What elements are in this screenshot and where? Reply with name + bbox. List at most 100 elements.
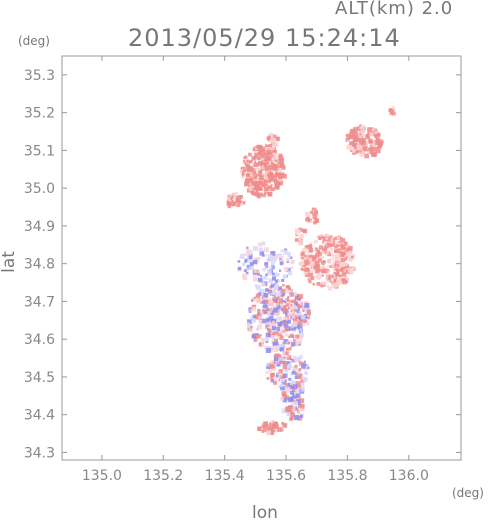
radar-cell	[337, 248, 343, 254]
radar-cell	[278, 379, 281, 382]
radar-cell	[273, 164, 276, 168]
radar-cell	[310, 241, 313, 244]
radar-cell	[320, 265, 324, 270]
radar-cell	[286, 361, 291, 366]
radar-cell	[257, 273, 260, 276]
x-tick-label: 135.2	[143, 468, 183, 484]
radar-cell	[243, 269, 247, 273]
radar-cell	[309, 270, 314, 274]
radar-cell	[270, 378, 275, 383]
radar-cell	[284, 267, 289, 272]
radar-cell	[293, 338, 297, 342]
radar-cell	[241, 170, 245, 173]
radar-cell	[255, 293, 261, 298]
radar-cell	[265, 324, 270, 329]
radar-cell	[299, 302, 303, 306]
radar-cell	[294, 375, 299, 380]
radar-cell	[286, 355, 292, 360]
radar-cell	[306, 366, 310, 370]
radar-cell	[279, 178, 282, 182]
radar-cell	[314, 218, 319, 223]
radar-cell	[355, 151, 358, 154]
radar-cell	[246, 159, 250, 163]
radar-cell	[258, 290, 261, 293]
radar-cell	[268, 311, 273, 316]
radar-cell	[253, 269, 258, 273]
radar-cell	[270, 360, 274, 364]
radar-cell	[306, 309, 311, 314]
radar-cell	[286, 319, 291, 324]
radar-cell	[266, 430, 271, 436]
radar-cell	[265, 288, 269, 292]
radar-cell	[255, 269, 260, 274]
radar-cell	[270, 173, 275, 177]
radar-cell	[286, 412, 291, 417]
radar-cell	[365, 134, 371, 140]
radar-cell	[270, 160, 273, 163]
radar-cell	[313, 220, 317, 225]
radar-cell	[246, 322, 251, 326]
altitude-label: ALT(km) 2.0	[335, 0, 454, 19]
radar-cell	[250, 190, 254, 194]
radar-cell	[257, 151, 263, 157]
radar-cell	[241, 173, 244, 176]
radar-cell	[274, 353, 280, 358]
radar-cell	[275, 296, 279, 300]
radar-cell	[254, 314, 260, 320]
radar-cell	[346, 277, 350, 281]
radar-cell	[280, 328, 285, 332]
radar-cell	[297, 410, 300, 414]
x-tick-label: 135.4	[205, 468, 245, 484]
radar-cell	[251, 334, 256, 339]
radar-cell	[331, 275, 334, 278]
radar-cell	[273, 156, 278, 161]
radar-cell	[302, 306, 307, 312]
radar-cell	[319, 234, 322, 237]
radar-cell	[375, 137, 381, 143]
radar-cell	[282, 307, 287, 312]
radar-cell	[282, 351, 288, 356]
radar-cell	[299, 328, 303, 332]
radar-cell	[264, 144, 268, 148]
radar-cell	[336, 269, 340, 274]
radar-cell	[287, 251, 291, 255]
radar-cell	[306, 311, 311, 316]
x-tick-label: 135.0	[82, 468, 122, 484]
radar-cell	[270, 184, 273, 187]
radar-cell	[271, 137, 276, 143]
radar-cell	[263, 178, 267, 182]
radar-cell	[248, 249, 252, 253]
radar-cell	[277, 305, 281, 310]
radar-cell	[250, 316, 254, 319]
radar-cell	[299, 404, 305, 409]
radar-cell	[274, 168, 277, 171]
radar-cell	[304, 245, 309, 249]
radar-cell	[290, 413, 295, 418]
radar-cell	[262, 181, 265, 185]
radar-cell	[295, 234, 298, 237]
radar-cell	[268, 144, 272, 148]
radar-cell	[288, 271, 293, 276]
radar-cell	[268, 297, 271, 300]
radar-cell	[250, 177, 254, 181]
radar-cell	[280, 428, 284, 432]
radar-cell	[332, 267, 335, 270]
radar-cell	[226, 197, 231, 202]
radar-cell	[248, 328, 253, 333]
radar-cell	[262, 304, 267, 308]
radar-cell	[280, 383, 284, 387]
radar-cell	[296, 371, 301, 377]
radar-cell	[358, 129, 361, 132]
radar-cell	[280, 289, 286, 294]
radar-cell	[283, 339, 289, 345]
radar-cell	[328, 286, 333, 291]
radar-cell	[339, 262, 345, 267]
radar-cell	[271, 154, 275, 158]
radar-cell	[368, 138, 373, 144]
radar-cell	[276, 427, 282, 432]
radar-cell	[245, 173, 250, 178]
radar-cell	[292, 380, 296, 385]
radar-cell	[243, 162, 246, 165]
radar-cell	[279, 257, 282, 261]
